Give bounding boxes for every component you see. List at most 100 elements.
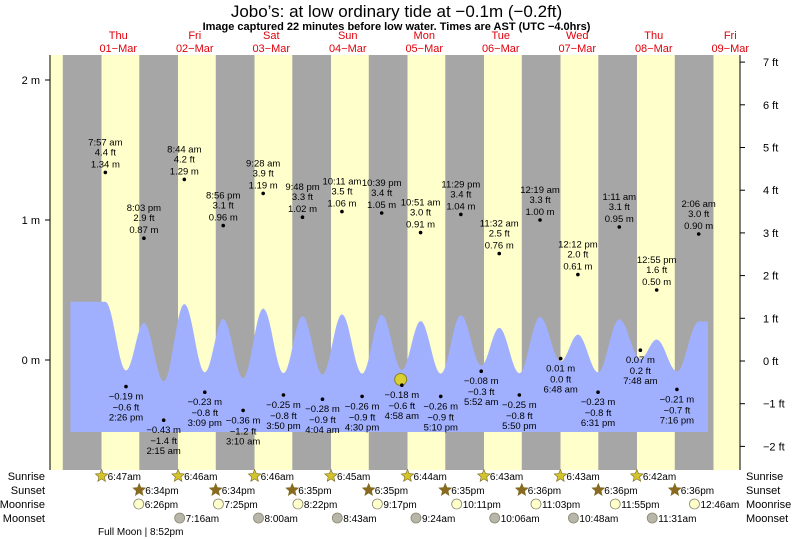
moonrise-icon [371,498,383,510]
low-tide-point [360,394,364,399]
sunset-row-label-right: Sunset [746,485,780,497]
moonrise-icon [451,498,463,510]
sunset-time: 6:36pm [528,486,561,497]
moonrise-time: 10:11pm [463,500,501,511]
high-tide-point [182,177,187,182]
low-tide-meters: −0.36 m [226,415,261,426]
low-tide-time: 4:30 pm [345,422,379,433]
sunset-icon [208,482,223,496]
low-tide-time: 5:50 pm [502,421,536,432]
high-tide-feet: 3.4 ft [450,189,471,200]
low-tide-point [320,397,325,402]
high-tide-meters: 1.06 m [327,199,356,210]
high-tide-time: 1:11 am [602,192,636,203]
moonrise-icon [213,498,224,510]
moon-phase-label: Full Moon | 8:52pm [98,527,183,538]
moonrise-time: 11:03pm [542,500,580,511]
low-tide-point [479,369,484,374]
sunrise-icon [324,468,338,482]
high-tide-time: 9:48 pm [285,182,319,193]
low-tide-feet: −0.8 ft [506,411,533,422]
high-tide-meters: 0.61 m [563,262,592,273]
low-tide-time: 6:31 pm [581,418,615,429]
right-axis-tick-label: 1 ft [763,313,778,325]
low-tide-meters: −0.43 m [146,425,181,436]
moonset-icon [331,512,343,524]
low-tide-meters: 0.01 m [546,364,575,375]
moonrise-time: 9:17pm [383,500,416,511]
day-of-week-label: Thu [109,30,128,42]
high-tide-time: 12:19 am [520,185,560,196]
left-axis-tick-label: 1 m [22,215,40,227]
sunset-time: 6:36pm [681,486,714,497]
high-tide-feet: 3.0 ft [410,208,431,219]
moonrise-time: 8:22pm [304,500,337,511]
high-tide-meters: 0.87 m [129,225,158,236]
sunrise-icon [247,468,262,482]
chart-subtitle: Image captured 22 minutes before low wat… [202,21,591,33]
low-tide-point [596,390,600,395]
low-tide-feet: −0.9 ft [427,412,454,423]
low-tide-feet: −0.8 ft [585,408,612,419]
low-tide-time: 3:09 pm [188,418,222,429]
sunrise-icon [553,468,568,482]
high-tide-point [696,232,701,236]
low-tide-meters: −0.26 m [345,401,380,412]
high-tide-meters: 0.50 m [642,277,671,288]
high-tide-point [261,191,265,196]
date-label: 08−Mar [635,43,673,55]
moonrise-icon [292,498,304,510]
high-tide-point [221,223,226,228]
moonrise-icon [609,498,621,510]
day-of-week-label: Sun [338,30,358,42]
high-tide-point [459,212,463,217]
sunrise-icon [400,468,415,482]
moonset-time: 9:24am [422,514,455,525]
high-tide-feet: 3.3 ft [292,192,313,203]
sunset-time: 6:34pm [222,486,255,497]
high-tide-meters: 0.91 m [406,220,435,231]
high-tide-meters: 1.05 m [367,200,396,211]
low-tide-point [638,348,643,353]
low-tide-time: 3:10 am [226,436,260,447]
high-tide-time: 10:51 am [401,198,441,209]
moonset-row-label-right: Moonset [746,513,788,525]
moonset-icon [253,512,264,524]
high-tide-feet: 3.0 ft [688,209,709,220]
moonrise-row-label-right: Moonrise [746,499,791,511]
sunset-icon [285,482,300,496]
sunrise-time: 6:43am [566,472,599,483]
daylight-band [50,55,63,470]
right-axis-tick-label: −2 ft [763,441,785,453]
high-tide-point [103,170,108,175]
high-tide-feet: 2.9 ft [133,213,154,224]
low-tide-time: 4:04 am [305,425,339,436]
right-axis-tick-label: 7 ft [763,57,778,69]
sunset-time: 6:36pm [604,486,637,497]
date-label: 05−Mar [405,43,443,55]
high-tide-point [617,225,622,229]
high-tide-feet: 3.4 ft [371,188,392,199]
high-tide-meters: 0.96 m [209,213,238,224]
sunrise-icon [476,468,491,482]
high-tide-point [654,288,659,292]
sunset-icon [361,482,376,496]
high-tide-point [379,211,384,215]
sunrise-time: 6:42am [643,472,676,483]
high-tide-feet: 3.9 ft [253,168,274,179]
high-tide-meters: 1.02 m [288,204,317,215]
low-tide-feet: −1.4 ft [150,436,177,447]
sunrise-icon [629,468,644,482]
high-tide-meters: 1.00 m [525,207,554,218]
low-tide-feet: 0.2 ft [630,366,651,377]
high-tide-feet: 4.2 ft [174,154,195,165]
high-tide-time: 8:03 pm [127,203,161,214]
sunrise-time: 6:44am [413,472,446,483]
sunrise-time: 6:45am [337,472,370,483]
date-label: 07−Mar [558,43,596,55]
sunset-time: 6:34pm [145,486,178,497]
low-tide-time: 4:58 am [385,411,419,422]
sunrise-time: 6:47am [108,472,141,483]
date-label: 04−Mar [329,43,367,55]
